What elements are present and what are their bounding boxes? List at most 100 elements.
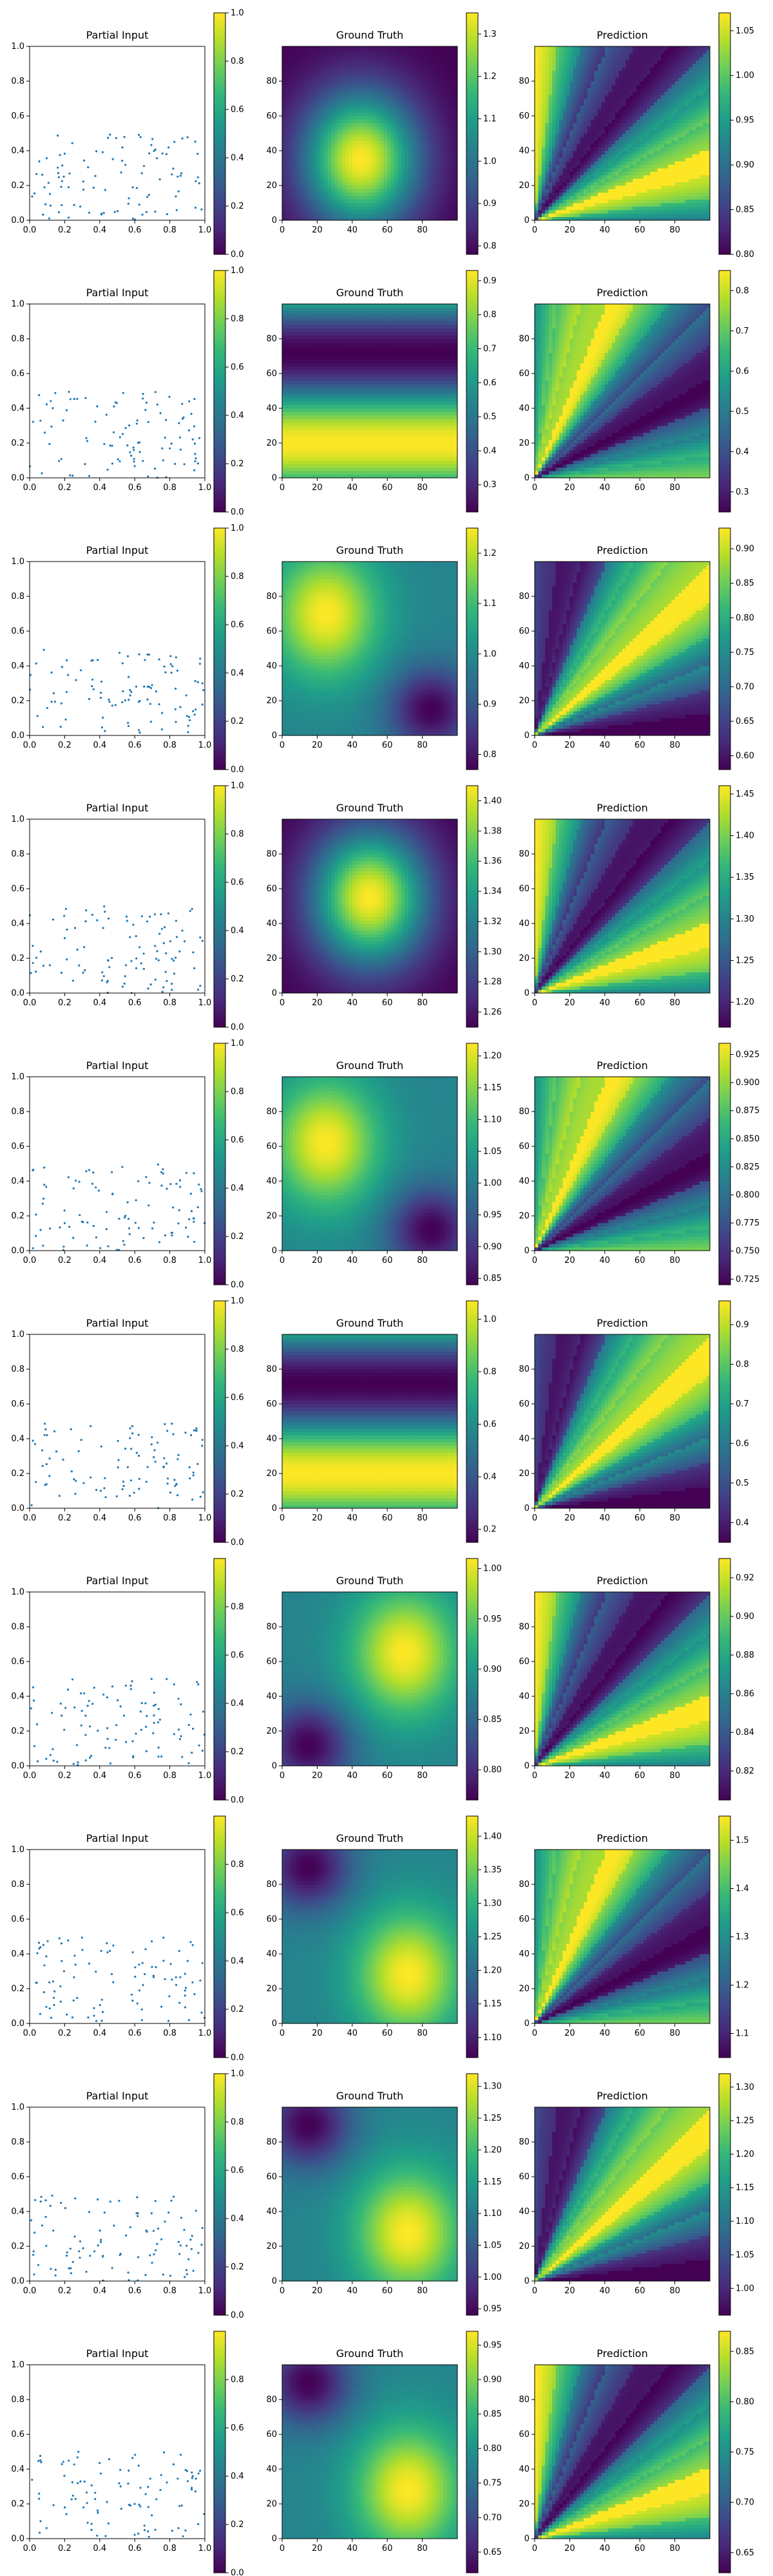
heatmap-cell [345, 133, 349, 137]
heatmap-cell [390, 157, 395, 162]
heatmap-cell [327, 119, 332, 124]
heatmap-cell [289, 70, 293, 75]
heatmap-cell [345, 192, 349, 196]
heatmap-cell [629, 213, 633, 217]
heatmap-cell [338, 185, 342, 189]
heatmap-cell [577, 74, 581, 78]
heatmap-cell [412, 196, 416, 200]
heatmap-cell [443, 196, 448, 200]
heatmap-cell [615, 175, 619, 179]
heatmap-cell [580, 57, 584, 61]
heatmap-cell [450, 185, 454, 189]
heatmap-cell [597, 196, 602, 200]
heatmap-cell [338, 81, 342, 85]
heatmap-cell [594, 161, 598, 165]
heatmap-cell [313, 209, 318, 214]
heatmap-cell [696, 171, 700, 176]
heatmap-cell [566, 196, 570, 200]
heatmap-cell [580, 105, 584, 109]
heatmap-cell [671, 74, 675, 78]
heatmap-cell [419, 164, 423, 169]
heatmap-cell [682, 168, 686, 172]
heatmap-cell [303, 109, 307, 113]
heatmap-cell [383, 129, 388, 134]
heatmap-cell [667, 154, 672, 158]
heatmap-cell [303, 203, 307, 207]
heatmap-cell [436, 140, 441, 144]
heatmap-cell [324, 91, 329, 95]
heatmap-cell [345, 99, 349, 102]
heatmap-cell [356, 70, 360, 75]
heatmap-cell [647, 196, 651, 200]
heatmap-cell [555, 57, 560, 61]
heatmap-cell [289, 192, 293, 196]
heatmap-cell [629, 102, 633, 106]
colorbar-tick-label: 1.2 [483, 72, 497, 82]
heatmap-cell [422, 178, 426, 182]
heatmap-cell [622, 99, 626, 102]
heatmap-cell [664, 116, 669, 120]
heatmap-cell [432, 112, 437, 117]
heatmap-cell [383, 147, 388, 151]
heatmap-cell [653, 88, 658, 92]
heatmap-cell [597, 70, 602, 75]
heatmap-cell [629, 175, 633, 179]
heatmap-cell [611, 88, 616, 92]
heatmap-cell [408, 147, 412, 151]
heatmap-cell [674, 140, 679, 144]
heatmap-cell [601, 116, 606, 120]
heatmap-cell [422, 213, 426, 217]
heatmap-cell [535, 164, 539, 169]
heatmap-cell [432, 137, 437, 141]
heatmap-cell [429, 178, 434, 182]
heatmap-cell [541, 74, 546, 78]
heatmap-cell [548, 67, 553, 71]
heatmap-cell [313, 60, 318, 64]
heatmap-cell [313, 157, 318, 162]
heatmap-cell [545, 77, 549, 82]
heatmap-cell [584, 77, 587, 82]
heatmap-cell [352, 119, 356, 124]
heatmap-cell [313, 77, 318, 82]
heatmap-cell [541, 151, 546, 155]
heatmap-cell [380, 57, 385, 61]
heatmap-cell [562, 99, 567, 102]
heatmap-cell [317, 64, 321, 68]
heatmap-cell [376, 119, 381, 124]
heatmap-cell [696, 119, 700, 124]
heatmap-cell [566, 151, 570, 155]
heatmap-cell [412, 129, 416, 134]
heatmap-cell [285, 70, 290, 75]
heatmap-cell [604, 133, 609, 137]
heatmap-cell [415, 84, 419, 89]
heatmap-cell [436, 95, 441, 99]
heatmap-cell [552, 102, 557, 106]
heatmap-cell [412, 70, 416, 75]
heatmap-cell [446, 105, 451, 109]
heatmap-cell [370, 77, 374, 82]
heatmap-cell [594, 164, 598, 169]
heatmap-cell [359, 57, 363, 61]
heatmap-cell [363, 147, 367, 151]
heatmap-cell [664, 70, 669, 75]
heatmap-cell [373, 157, 377, 162]
heatmap-cell [573, 77, 577, 82]
heatmap-cell [647, 126, 651, 130]
heatmap-cell [577, 161, 581, 165]
heatmap-cell [562, 189, 567, 193]
heatmap-cell [380, 185, 385, 189]
heatmap-cell [300, 60, 304, 64]
heatmap-cell [282, 175, 286, 179]
heatmap-cell [313, 206, 318, 211]
heatmap-cell [429, 50, 434, 54]
scatter-point [181, 137, 184, 140]
heatmap-cell [366, 189, 370, 193]
heatmap-cell [601, 164, 606, 169]
heatmap-cell [692, 147, 696, 151]
heatmap-cell [653, 189, 658, 193]
heatmap-cell [345, 112, 349, 117]
heatmap-cell [601, 185, 606, 189]
heatmap-cell [664, 140, 669, 144]
heatmap-cell [562, 192, 567, 196]
heatmap-cell [580, 102, 584, 106]
